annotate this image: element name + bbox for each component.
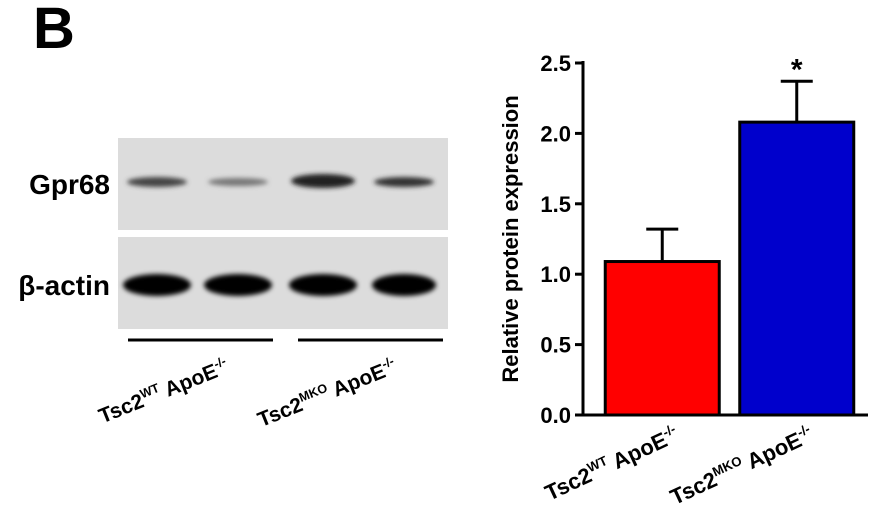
y-tick-label: 0.5 [540, 333, 571, 358]
bar [603, 260, 721, 417]
category-label-sup: -/- [212, 354, 228, 371]
category-label: Tsc2MKO ApoE-/- [254, 354, 400, 432]
category-label-part: ApoE [604, 427, 671, 476]
y-tick-label: 2.5 [540, 51, 571, 76]
y-axis-title: Relative protein expression [498, 95, 523, 382]
bands [123, 174, 436, 296]
category-label-sup: -/- [795, 421, 813, 440]
blot-row-label: Gpr68 [29, 169, 110, 200]
category-label: Tsc2WT ApoE-/- [541, 421, 683, 505]
category-label-part: Tsc2 [96, 390, 148, 429]
category-label: Tsc2WT ApoE-/- [95, 354, 232, 428]
category-label-part: Tsc2 [255, 393, 307, 432]
category-label-sup: -/- [380, 354, 396, 371]
category-label-sup: -/- [660, 421, 678, 440]
blot: Gpr68 β-actin [18, 138, 448, 342]
y-tick-label: 0.0 [540, 403, 571, 428]
category-label-part: ApoE [157, 360, 221, 404]
category-label-part: ApoE [325, 360, 389, 404]
bar [738, 120, 856, 417]
category-label: Tsc2MKO ApoE-/- [666, 421, 817, 510]
y-tick-label: 1.0 [540, 262, 571, 287]
category-label-part: ApoE [738, 427, 805, 476]
significance-marker: * [791, 53, 803, 86]
panel-label: B [33, 0, 75, 61]
y-tick-label: 2.0 [540, 121, 571, 146]
blot-row-label: β-actin [18, 270, 110, 301]
y-tick-label: 1.5 [540, 192, 571, 217]
category-label-sup: WT [138, 381, 162, 401]
